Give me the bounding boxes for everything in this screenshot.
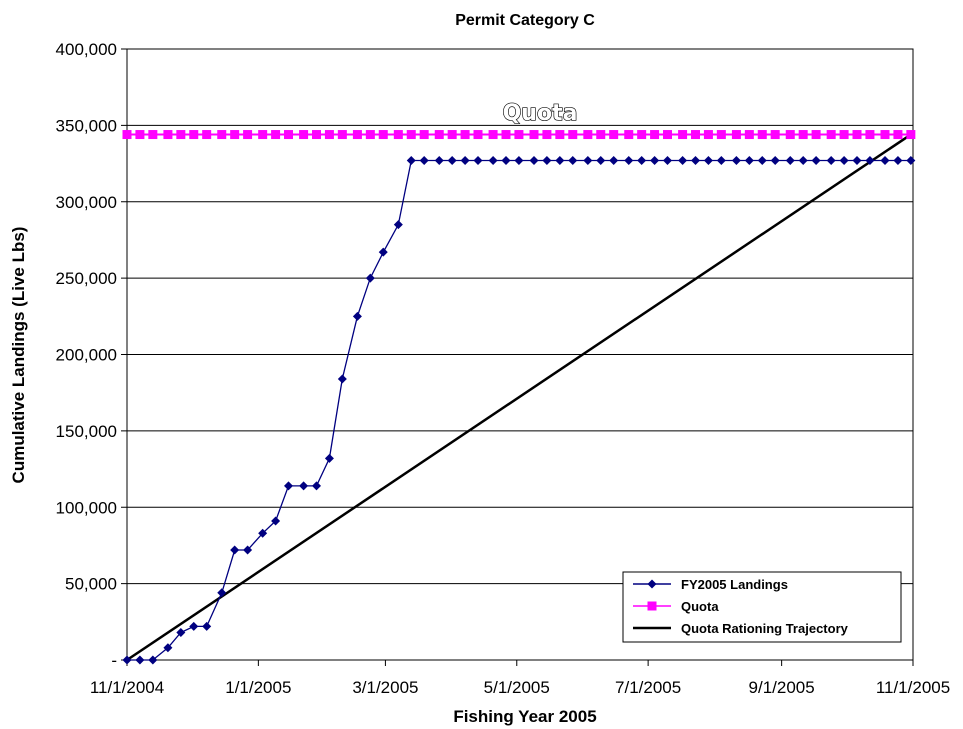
quota-point	[435, 130, 444, 139]
legend: FY2005 Landings Quota Quota Rationing Traj…	[623, 572, 901, 642]
y-tick-label: 100,000	[56, 498, 117, 517]
quota-point	[123, 130, 132, 139]
quota-point	[176, 130, 185, 139]
chart-title: Permit Category C	[455, 12, 595, 29]
y-axis-ticks: - 50,000 100,000 150,000 200,000 250,000 300,0…	[56, 40, 127, 670]
quota-point	[717, 130, 726, 139]
quota-point	[189, 130, 198, 139]
x-tick-label: 1/1/2005	[225, 678, 291, 697]
quota-point	[663, 130, 672, 139]
quota-point	[583, 130, 592, 139]
quota-point	[514, 130, 523, 139]
quota-point	[812, 130, 821, 139]
x-tick-label: 9/1/2005	[749, 678, 815, 697]
quota-point	[489, 130, 498, 139]
quota-point	[284, 130, 293, 139]
x-tick-label: 3/1/2005	[352, 678, 418, 697]
quota-point	[624, 130, 633, 139]
y-tick-label: 300,000	[56, 193, 117, 212]
quota-point	[865, 130, 874, 139]
y-tick-label: 400,000	[56, 40, 117, 59]
quota-point	[312, 130, 321, 139]
quota-point	[379, 130, 388, 139]
quota-point	[217, 130, 226, 139]
quota-point	[853, 130, 862, 139]
x-tick-label: 11/1/2004	[90, 678, 164, 697]
quota-point	[637, 130, 646, 139]
quota-annotation: Quota	[503, 101, 578, 126]
y-tick-label: -	[111, 651, 117, 670]
quota-point	[881, 130, 890, 139]
quota-point	[568, 130, 577, 139]
legend-square-marker	[648, 602, 657, 611]
quota-point	[163, 130, 172, 139]
quota-point	[840, 130, 849, 139]
quota-point	[353, 130, 362, 139]
quota-point	[732, 130, 741, 139]
x-tick-label: 7/1/2005	[615, 678, 681, 697]
quota-point	[691, 130, 700, 139]
legend-label: FY2005 Landings	[681, 577, 788, 592]
y-tick-label: 200,000	[56, 346, 117, 365]
quota-point	[609, 130, 618, 139]
y-tick-label: 50,000	[65, 575, 117, 594]
quota-point	[555, 130, 564, 139]
quota-point	[786, 130, 795, 139]
x-tick-label: 5/1/2005	[484, 678, 550, 697]
quota-point	[243, 130, 252, 139]
y-tick-label: 250,000	[56, 269, 117, 288]
quota-point	[148, 130, 157, 139]
quota-point	[202, 130, 211, 139]
quota-point	[366, 130, 375, 139]
x-tick-label: 11/1/2005	[876, 678, 950, 697]
quota-point	[135, 130, 144, 139]
legend-label: Quota Rationing Trajectory	[681, 621, 849, 636]
quota-point	[799, 130, 808, 139]
quota-point	[502, 130, 511, 139]
legend-label: Quota	[681, 599, 719, 614]
quota-point	[258, 130, 267, 139]
quota-point	[906, 130, 915, 139]
quota-point	[271, 130, 280, 139]
quota-point	[461, 130, 470, 139]
quota-point	[325, 130, 334, 139]
quota-point	[420, 130, 429, 139]
quota-point	[299, 130, 308, 139]
quota-point	[529, 130, 538, 139]
quota-point	[650, 130, 659, 139]
y-tick-label: 150,000	[56, 422, 117, 441]
quota-point	[771, 130, 780, 139]
y-tick-label: 350,000	[56, 116, 117, 135]
quota-point	[474, 130, 483, 139]
quota-point	[596, 130, 605, 139]
x-axis-ticks: 11/1/2004 1/1/2005 3/1/2005 5/1/2005 7/1/200…	[90, 660, 950, 697]
x-axis-title: Fishing Year 2005	[453, 707, 596, 726]
quota-point	[758, 130, 767, 139]
quota-point	[407, 130, 416, 139]
y-axis-title: Cumulative Landings (Live Lbs)	[9, 227, 28, 484]
quota-point	[338, 130, 347, 139]
quota-point	[678, 130, 687, 139]
quota-point	[745, 130, 754, 139]
quota-point	[448, 130, 457, 139]
quota-point	[542, 130, 551, 139]
quota-point	[704, 130, 713, 139]
quota-point	[230, 130, 239, 139]
quota-point	[827, 130, 836, 139]
quota-point	[893, 130, 902, 139]
quota-point	[394, 130, 403, 139]
